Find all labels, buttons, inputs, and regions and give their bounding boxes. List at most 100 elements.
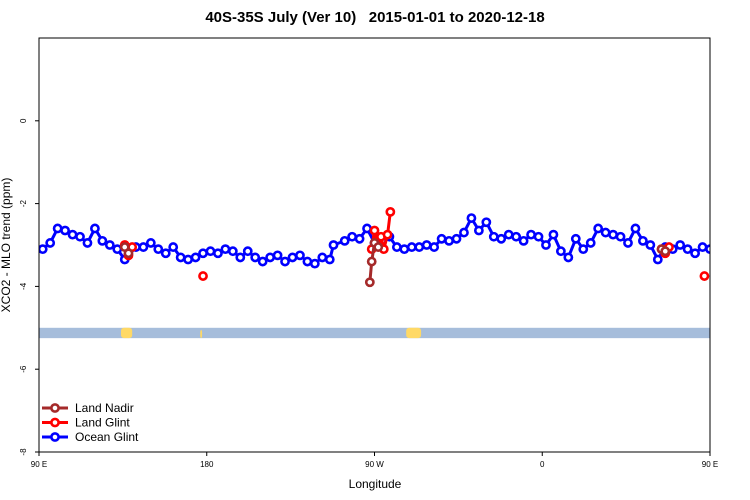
data-point [638, 235, 648, 246]
data-point [309, 258, 320, 269]
x-axis: 90 E 180 90 W 0 90 E [31, 452, 718, 469]
data-point [675, 240, 686, 250]
legend-marker [50, 417, 60, 428]
data-point [317, 252, 328, 263]
data-point [183, 254, 194, 265]
x-tick-label: 90 E [31, 460, 47, 469]
series-layer [39, 206, 710, 288]
data-point [112, 244, 123, 255]
legend-label: Ocean Glint [75, 430, 139, 444]
ocean-band [39, 327, 710, 339]
series-land-nadir [119, 238, 671, 288]
data-point [257, 256, 268, 267]
data-point [436, 233, 447, 244]
land-patch [721, 328, 732, 338]
data-point [541, 240, 551, 250]
data-point [533, 231, 544, 242]
data-point [466, 213, 477, 223]
data-point [97, 235, 108, 246]
data-point [652, 254, 663, 265]
data-point [324, 254, 335, 265]
data-point [496, 233, 507, 244]
data-point [391, 242, 402, 252]
land-patch [200, 329, 203, 339]
data-point [382, 229, 393, 240]
data-point [90, 223, 100, 234]
data-point [563, 252, 574, 263]
data-point [623, 238, 633, 248]
data-point [459, 227, 469, 238]
data-point [138, 242, 149, 252]
data-point [451, 233, 462, 244]
data-point [660, 246, 671, 257]
data-point [153, 244, 164, 255]
data-point [75, 231, 85, 242]
data-point [198, 271, 208, 281]
data-point [421, 240, 432, 250]
data-point [690, 248, 700, 259]
data-point [82, 238, 93, 248]
data-point [347, 231, 358, 242]
data-point [697, 242, 708, 252]
x-tick-label: 90 W [365, 460, 384, 469]
data-point [60, 225, 70, 236]
data-point [373, 242, 384, 252]
y-axis-label: XCO2 - MLO trend (ppm) [0, 178, 13, 313]
data-point [272, 250, 283, 261]
y-tick-label: -6 [19, 365, 28, 373]
data-point [205, 246, 216, 257]
data-point [548, 229, 559, 240]
y-tick-label: 0 [19, 118, 28, 123]
chart-title: 40S-35S July (Ver 10) 2015-01-01 to 2020… [205, 9, 545, 26]
data-point [45, 238, 56, 248]
data-point [444, 235, 454, 246]
data-point [555, 246, 566, 257]
data-point [473, 225, 484, 236]
data-point [220, 244, 231, 255]
x-tick-label: 0 [540, 460, 545, 469]
x-tick-label: 90 E [702, 460, 718, 469]
data-point [414, 242, 425, 252]
data-point [364, 277, 375, 288]
land-ocean-strip [39, 327, 732, 339]
x-axis-label: Longitude [349, 477, 402, 491]
data-point [328, 240, 339, 250]
data-point [227, 246, 238, 257]
data-point [526, 229, 536, 240]
data-point [699, 271, 710, 281]
data-point [280, 256, 290, 267]
data-point [429, 242, 440, 252]
y-axis: 0 -2 -4 -6 -8 [19, 118, 39, 456]
data-point [578, 244, 589, 255]
data-point [175, 252, 186, 263]
data-point [123, 248, 134, 259]
legend-marker [50, 403, 60, 413]
data-point [104, 240, 115, 250]
data-point [145, 238, 156, 248]
data-point [369, 225, 380, 236]
legend-marker [50, 432, 60, 442]
legend-label: Land Glint [75, 416, 130, 430]
data-point [235, 252, 246, 263]
data-point [570, 233, 581, 244]
data-point [645, 240, 656, 250]
data-point [339, 235, 350, 246]
data-point [366, 256, 377, 267]
data-point [608, 229, 618, 240]
legend-item: Ocean Glint [42, 430, 139, 444]
data-point [481, 217, 492, 228]
data-point [385, 206, 396, 217]
x-tick-label: 180 [200, 460, 214, 469]
data-point [302, 256, 313, 267]
data-point [630, 223, 641, 234]
data-point [593, 223, 604, 234]
data-point [52, 223, 63, 234]
y-tick-label: -4 [19, 282, 28, 290]
data-point [242, 246, 253, 257]
data-point [295, 250, 305, 261]
legend-label: Land Nadir [75, 401, 134, 415]
data-point [198, 248, 208, 259]
data-point [511, 231, 522, 242]
legend-item: Land Glint [42, 416, 130, 430]
legend-item: Land Nadir [42, 401, 134, 415]
